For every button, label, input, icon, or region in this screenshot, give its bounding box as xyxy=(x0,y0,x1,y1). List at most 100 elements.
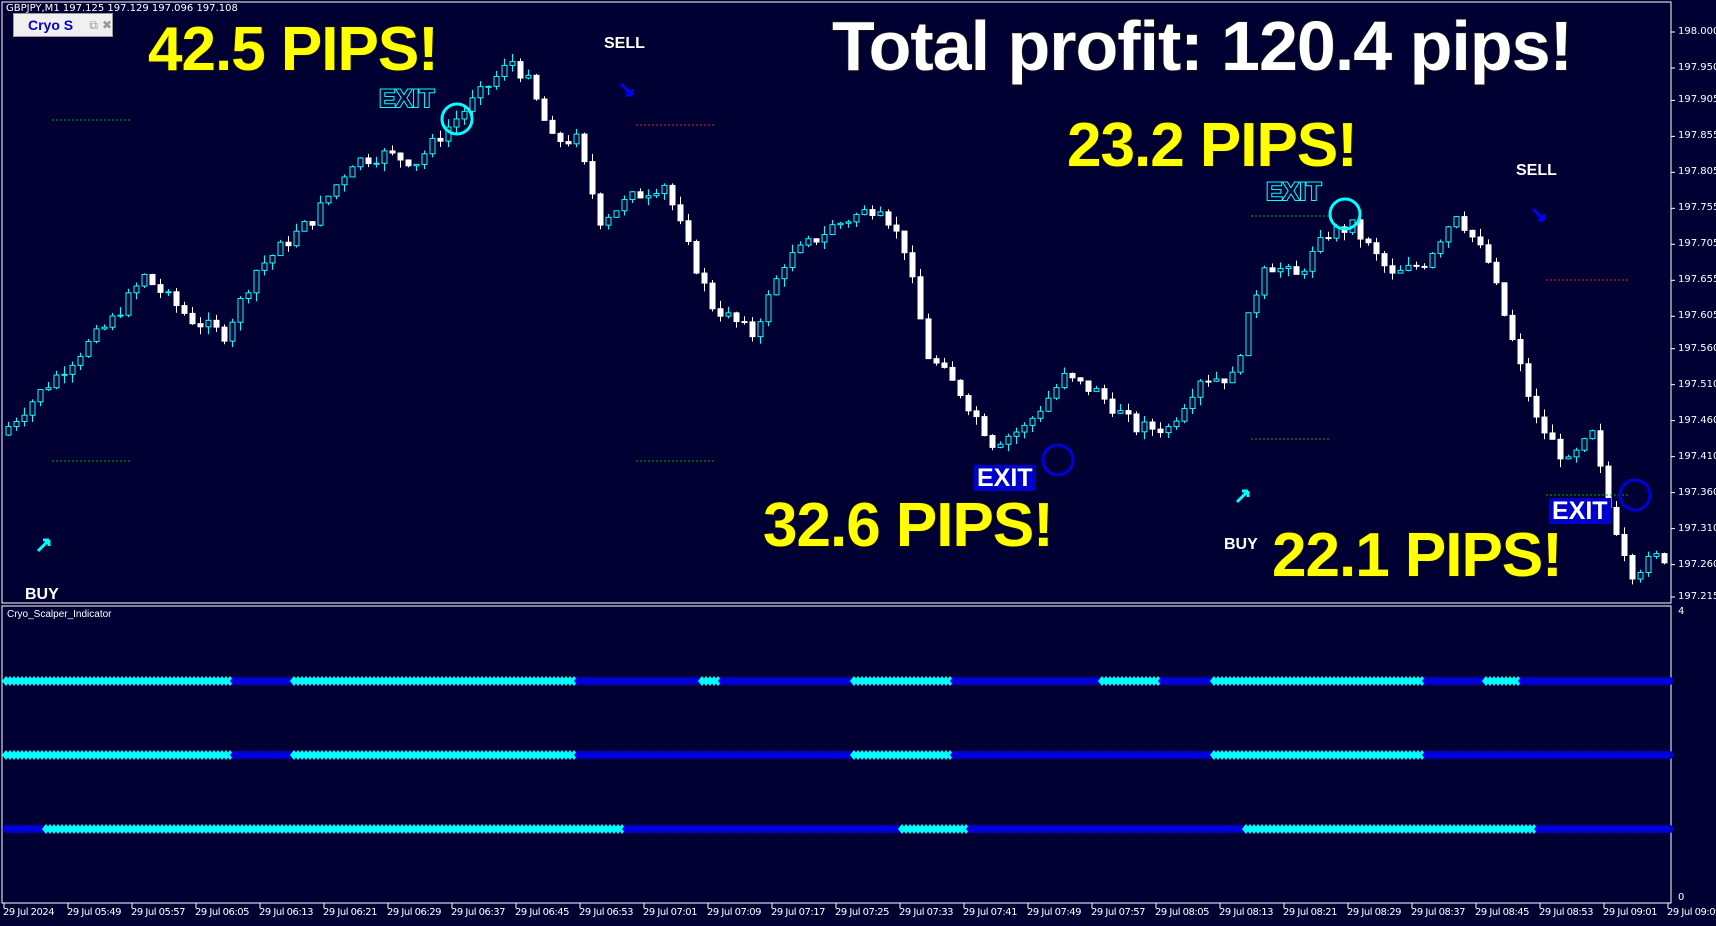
bear-candle xyxy=(965,395,972,412)
trade-pips-1: 42.5 PIPS! xyxy=(147,14,440,85)
y-tick-label: 197.855 xyxy=(1678,130,1716,142)
bull-candle xyxy=(357,157,364,168)
bull-candle xyxy=(21,414,28,422)
bear-candle xyxy=(677,204,684,222)
bear-candle xyxy=(1069,372,1076,379)
bull-candle xyxy=(765,294,772,323)
bear-candle xyxy=(1525,363,1532,397)
bull-candle xyxy=(1053,387,1060,399)
bear-candle xyxy=(1493,261,1500,284)
subwindow-scale-min: 0 xyxy=(1678,892,1685,903)
bull-candle xyxy=(253,269,260,294)
sell-signal-1: SELL xyxy=(604,35,645,52)
y-tick-label: 197.215 xyxy=(1678,591,1716,602)
exit-label-3: EXIT xyxy=(1265,177,1323,207)
bull-candle xyxy=(781,266,788,280)
bear-candle xyxy=(749,321,756,338)
bull-candle xyxy=(1117,410,1124,414)
bull-candle xyxy=(773,278,780,296)
bull-candle xyxy=(293,230,300,247)
bear-candle xyxy=(925,318,932,360)
bull-candle xyxy=(1453,216,1460,228)
bear-candle xyxy=(1613,506,1620,535)
bear-candle xyxy=(1389,265,1396,274)
x-tick-label: 29 Jul 06:29 xyxy=(387,907,441,918)
bull-candle xyxy=(821,234,828,243)
bull-candle xyxy=(373,162,380,165)
bear-candle xyxy=(941,362,948,368)
bull-candle xyxy=(229,321,236,342)
exit-circle-icon xyxy=(440,102,474,136)
bear-candle xyxy=(973,410,980,418)
bull-candle xyxy=(1141,421,1148,433)
bull-candle xyxy=(341,176,348,186)
bear-candle xyxy=(149,274,156,286)
bull-candle xyxy=(333,184,340,197)
bear-candle xyxy=(1557,438,1564,460)
bull-candle xyxy=(461,110,468,120)
bear-candle xyxy=(549,119,556,134)
y-tick-label: 197.655 xyxy=(1678,274,1716,286)
bull-candle xyxy=(1005,435,1012,445)
bull-candle xyxy=(1213,378,1220,382)
close-icon[interactable]: ✖ xyxy=(101,18,112,32)
bull-candle xyxy=(805,238,812,246)
bull-candle xyxy=(165,291,172,294)
bull-candle xyxy=(1037,410,1044,419)
bear-candle xyxy=(1365,238,1372,244)
bull-candle xyxy=(1277,268,1284,273)
x-tick-label: 29 Jul 05:49 xyxy=(67,907,121,918)
x-tick-label: 29 Jul 07:33 xyxy=(899,907,953,918)
bear-candle xyxy=(957,379,964,397)
bear-candle xyxy=(1541,416,1548,434)
x-tick-label: 29 Jul 06:53 xyxy=(579,907,633,918)
bull-candle xyxy=(29,401,36,416)
x-tick-label: 29 Jul 08:45 xyxy=(1475,907,1529,918)
bear-candle xyxy=(589,161,596,195)
bear-candle xyxy=(717,308,724,317)
bull-candle xyxy=(477,86,484,99)
bear-candle xyxy=(517,61,524,79)
bull-candle xyxy=(117,314,124,317)
bear-candle xyxy=(1325,237,1332,240)
bear-candle xyxy=(1661,553,1668,564)
bear-candle xyxy=(1469,229,1476,238)
bear-candle xyxy=(189,312,196,325)
y-tick-label: 197.805 xyxy=(1678,166,1716,178)
y-tick-label: 198.000 xyxy=(1678,26,1716,37)
bear-candle xyxy=(581,133,588,163)
bull-candle xyxy=(1189,396,1196,410)
bear-candle xyxy=(1133,413,1140,433)
bull-candle xyxy=(69,364,76,375)
bull-candle xyxy=(277,241,284,257)
bull-candle xyxy=(853,214,860,223)
bear-candle xyxy=(917,276,924,320)
x-tick-label: 29 Jul 07:17 xyxy=(771,907,825,918)
bear-candle xyxy=(1597,430,1604,467)
bull-candle xyxy=(797,244,804,254)
bear-candle xyxy=(197,323,204,328)
bear-candle xyxy=(701,272,708,284)
x-tick-label: 29 Jul 07:41 xyxy=(963,907,1017,918)
x-tick-label: 29 Jul 07:25 xyxy=(835,907,889,918)
x-tick-label: 29 Jul 09:01 xyxy=(1603,907,1657,918)
bear-candle xyxy=(1205,380,1212,383)
x-tick-label: 29 Jul 08:29 xyxy=(1347,907,1401,918)
exit-label-4: EXIT xyxy=(1549,498,1611,524)
bull-candle xyxy=(1261,267,1268,296)
bear-candle xyxy=(1293,266,1300,275)
buy-arrow-icon xyxy=(36,538,51,553)
restore-icon[interactable]: ⧉ xyxy=(89,17,98,32)
bull-candle xyxy=(141,274,148,287)
indicator-dot-off xyxy=(1666,750,1674,760)
bear-candle xyxy=(1157,428,1164,434)
indicator-window-tab[interactable]: Cryo S ⧉ ✖ xyxy=(13,13,113,37)
bull-candle xyxy=(413,163,420,167)
x-tick-label: 29 Jul 09:09 xyxy=(1667,907,1716,918)
bull-candle xyxy=(261,262,268,271)
bull-candle xyxy=(61,373,68,376)
subwindow-title: Cryo_Scalper_Indicator xyxy=(7,609,112,620)
bear-candle xyxy=(1621,533,1628,556)
bear-candle xyxy=(1085,380,1092,392)
